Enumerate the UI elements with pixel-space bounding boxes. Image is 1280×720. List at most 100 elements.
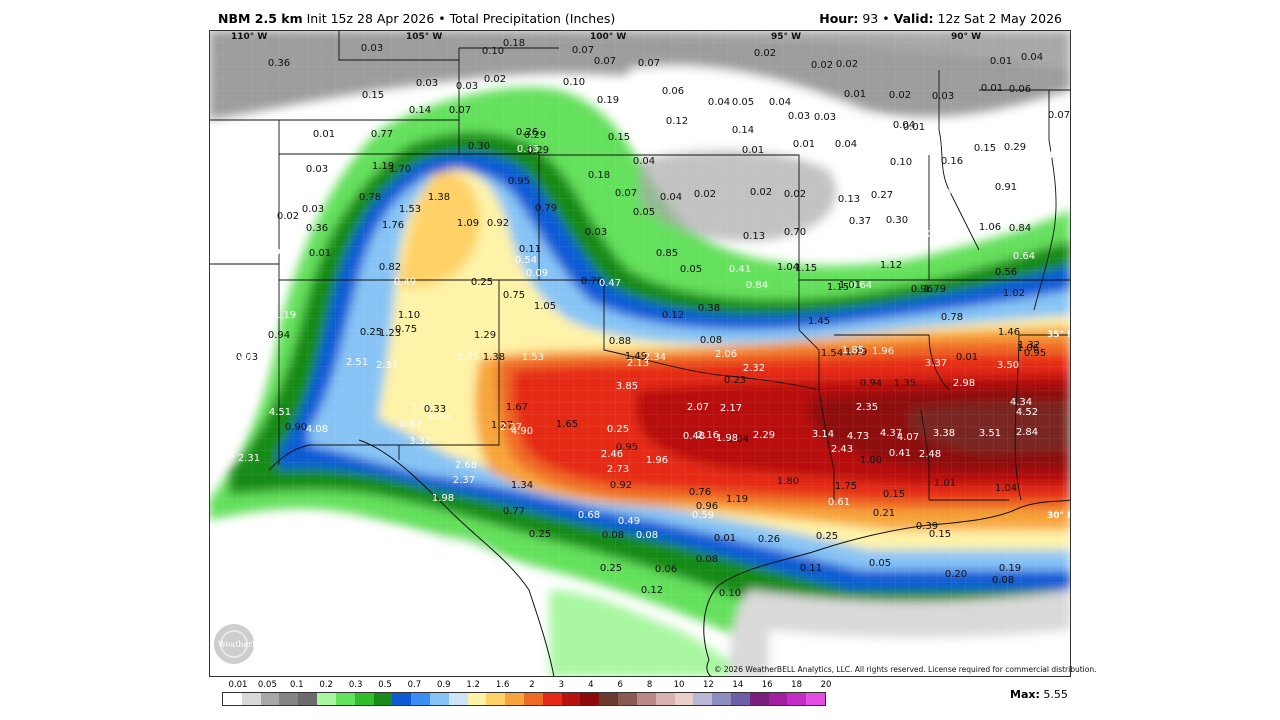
precip-value: 4.51 — [269, 407, 291, 418]
precip-value: 1.53 — [522, 352, 544, 363]
legend-label: 16 — [761, 680, 773, 690]
legend-label: 0.05 — [257, 680, 277, 690]
precip-value: 1.79 — [845, 347, 867, 358]
precip-value: 0.03 — [456, 81, 478, 92]
precip-value: 0.94 — [860, 378, 882, 389]
precip-value: 1.19 — [274, 310, 296, 321]
legend-swatch — [580, 693, 600, 705]
precip-value: 2.48 — [919, 449, 941, 460]
precip-value: 0.04 — [893, 120, 915, 131]
precip-value: 2.43 — [831, 444, 853, 455]
precip-value: 1.15 — [827, 282, 849, 293]
precip-value: 0.23 — [724, 375, 746, 386]
precip-value: 0.90 — [285, 422, 307, 433]
legend-swatch — [354, 693, 374, 705]
precip-value: 0.21 — [873, 508, 895, 519]
precip-value: 2.34 — [644, 352, 666, 363]
legend-label: 4 — [588, 680, 594, 690]
precip-value: 0.61 — [828, 497, 850, 508]
precip-value: 0.12 — [662, 310, 684, 321]
precip-value: 0.02 — [694, 189, 716, 200]
precip-value: 1.98 — [432, 493, 454, 504]
precip-value: 1.65 — [556, 419, 578, 430]
precip-value: 0.02 — [754, 48, 776, 59]
precip-value: 0.14 — [409, 105, 431, 116]
precip-value: 3.51 — [979, 428, 1001, 439]
legend-swatch — [674, 693, 694, 705]
precip-value: 0.10 — [563, 77, 585, 88]
precip-value: 0.70 — [784, 227, 806, 238]
precip-value: 1.06 — [979, 222, 1001, 233]
hour-value: 93 — [862, 11, 879, 26]
precip-value: 0.07 — [594, 56, 616, 67]
product-name: Total Precipitation (Inches) — [449, 11, 616, 26]
precip-value: 1.27 — [491, 420, 513, 431]
legend-swatch — [524, 693, 543, 705]
state-borders — [209, 30, 1071, 501]
precip-value: 0.19 — [999, 563, 1021, 574]
precip-value: 0.11 — [519, 244, 541, 255]
precip-value: 0.01 — [844, 89, 866, 100]
precip-value: 0.54 — [515, 255, 537, 266]
color-legend: 0.01 0.05 0.1 0.2 0.3 0.5 0.7 0.9 1.2 1.6 2 3 4 6 8 10 1… — [222, 680, 831, 706]
precip-value: 0.15 — [608, 132, 630, 143]
precip-value-labels: 0.360.03 0.100.180.070.07 0.070.020.02 0.02… — [212, 38, 1070, 599]
legend-swatch — [505, 693, 524, 705]
legend-label: 12 — [702, 680, 714, 690]
precip-value: 0.25 — [607, 424, 629, 435]
precip-value: 0.36 — [306, 223, 328, 234]
legend-swatch — [561, 693, 581, 705]
legend-swatch — [486, 693, 506, 705]
precip-value: 0.25 — [529, 529, 551, 540]
precip-value: 0.18 — [503, 38, 525, 49]
longitude-labels: 110° W 105° W 100° W 95° W 90° W — [231, 32, 981, 42]
precip-value: 0.02 — [277, 211, 299, 222]
precip-value: 1.04 — [995, 483, 1017, 494]
precip-value: 0.25 — [816, 531, 838, 542]
precip-value: 1.85 — [842, 345, 864, 356]
precip-value: 1.54 — [821, 348, 843, 359]
legend-swatch — [392, 693, 412, 705]
legend-swatch — [223, 693, 242, 705]
legend-swatch — [599, 693, 619, 705]
precip-value: 0.03 — [302, 204, 324, 215]
precip-value: 0.67 — [400, 419, 422, 430]
precip-value: 4.52 — [1016, 407, 1038, 418]
legend-swatch — [806, 693, 825, 705]
precip-value: 0.08 — [602, 530, 624, 541]
precip-value: 0.01 — [956, 352, 978, 363]
precip-value: 1.49 — [625, 351, 647, 362]
legend-label: 20 — [820, 680, 832, 690]
weatherbell-logo: WeatherBELL — [214, 624, 275, 664]
precip-value: 0.02 — [811, 60, 833, 71]
precip-value: 0.45 — [962, 178, 984, 189]
valid-time-header: Hour: 93 • Valid: 12z Sat 2 May 2026 — [819, 11, 1062, 26]
precip-value: 0.77 — [503, 506, 525, 517]
precip-value: 4.07 — [897, 432, 919, 443]
precip-value: 1.35 — [894, 378, 916, 389]
precip-value: 1.05 — [534, 301, 556, 312]
legend-swatch — [429, 693, 449, 705]
precip-value: 1.01 — [839, 280, 861, 291]
precip-value: 0.07 — [572, 45, 594, 56]
hour-label: Hour: — [819, 11, 859, 26]
legend-swatch — [467, 693, 487, 705]
valid-label: Valid: — [893, 11, 934, 26]
precip-value: 0.18 — [588, 170, 610, 181]
precip-value: 0.48 — [683, 431, 705, 442]
precip-value: 0.68 — [869, 229, 891, 240]
precip-value: 0.08 — [700, 335, 722, 346]
precip-value: 2.08 — [212, 450, 234, 461]
precip-value: 3.33 — [411, 402, 433, 413]
legend-swatch — [618, 693, 637, 705]
precip-value: 0.59 — [692, 510, 714, 521]
precip-value: 0.76 — [581, 276, 603, 287]
precip-value: 2.06 — [715, 349, 737, 360]
precip-value: 1.53 — [399, 204, 421, 215]
precip-value: 0.20 — [945, 569, 967, 580]
precip-value: 2.27 — [500, 422, 522, 433]
precip-value: 2.32 — [743, 363, 765, 374]
legend-label: 1.2 — [466, 680, 480, 690]
precip-value: 0.01 — [309, 248, 331, 259]
precip-value: 1.38 — [428, 192, 450, 203]
